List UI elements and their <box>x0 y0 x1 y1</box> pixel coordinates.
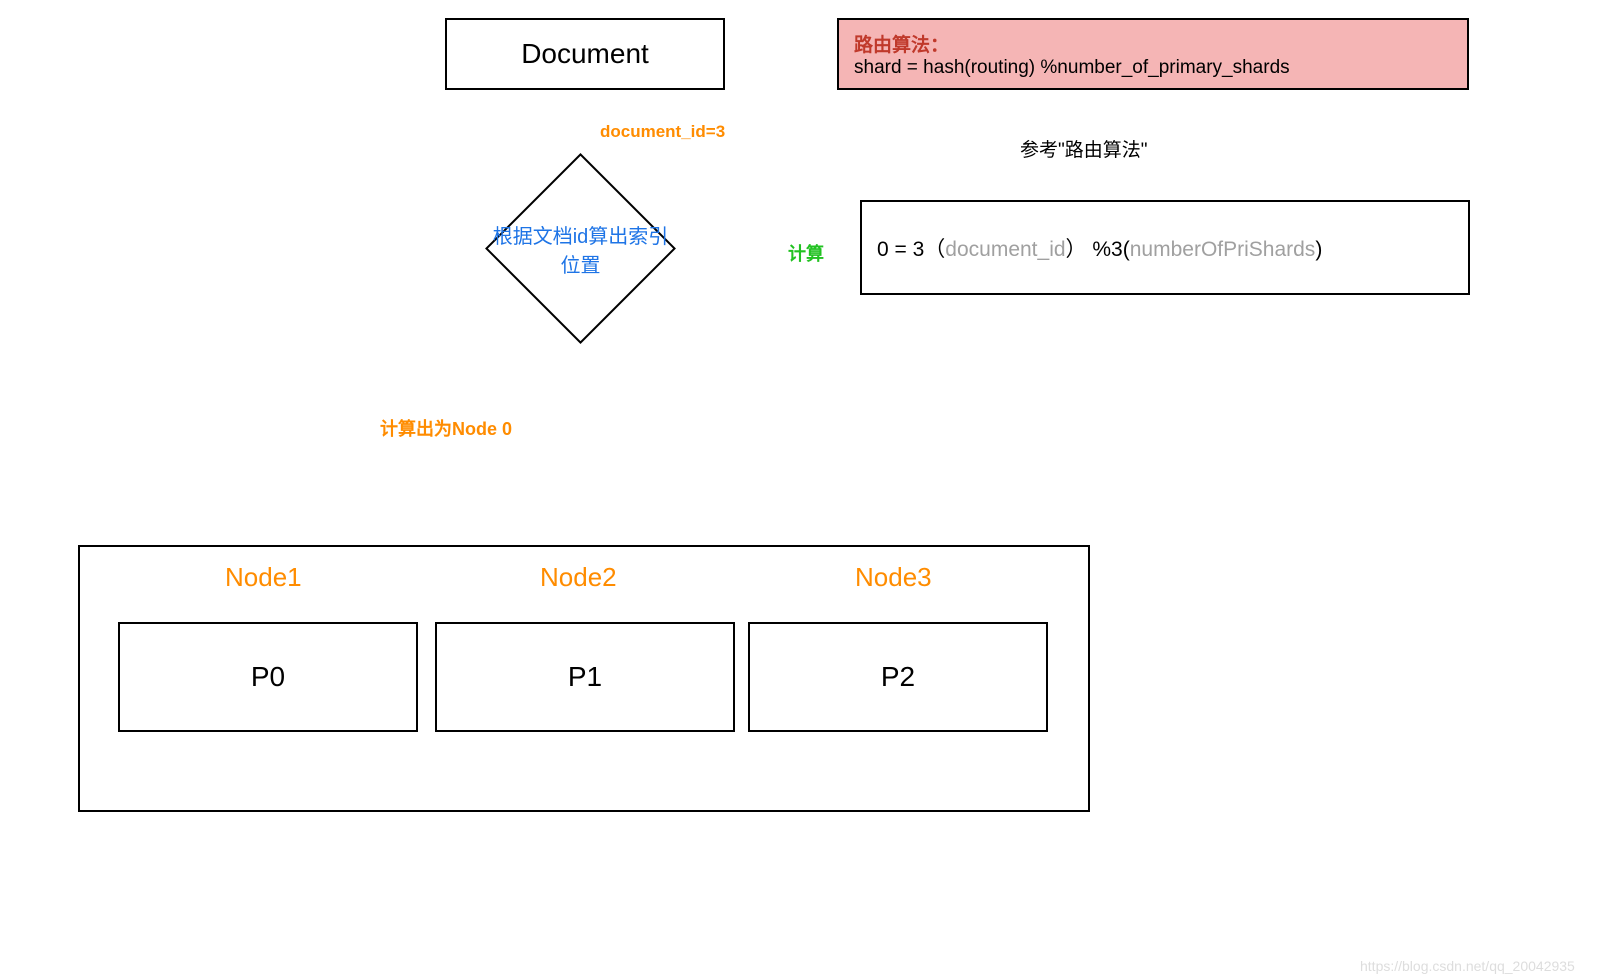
edges-layer <box>0 0 1620 978</box>
formula-box: 0 = 3（document_id） %3(numberOfPriShards) <box>860 200 1470 295</box>
watermark: https://blog.csdn.net/qq_20042935 <box>1360 958 1575 974</box>
document-box: Document <box>445 18 725 90</box>
shard-box-P0: P0 <box>118 622 418 732</box>
edge-label-compute: 计算 <box>788 240 824 266</box>
node-label-2: Node3 <box>855 562 932 593</box>
shard-box-P1: P1 <box>435 622 735 732</box>
edge-label-calc-node: 计算出为Node 0 <box>380 415 512 441</box>
decision-text: 根据文档id算出索引 位置 <box>488 219 671 277</box>
edge-label-ref-routing: 参考"路由算法" <box>1020 135 1148 162</box>
routing-algorithm-box: 路由算法： shard = hash(routing) %number_of_p… <box>837 18 1469 90</box>
decision-diamond: 根据文档id算出索引 位置 <box>485 153 676 344</box>
routing-title: 路由算法： <box>854 30 1452 57</box>
node-label-1: Node2 <box>540 562 617 593</box>
formula-content: 0 = 3（document_id） %3(numberOfPriShards) <box>877 233 1322 263</box>
routing-formula: shard = hash(routing) %number_of_primary… <box>854 57 1452 79</box>
document-label: Document <box>521 38 649 70</box>
edge-label-document-id: document_id=3 <box>600 122 725 142</box>
node-label-0: Node1 <box>225 562 302 593</box>
shard-box-P2: P2 <box>748 622 1048 732</box>
